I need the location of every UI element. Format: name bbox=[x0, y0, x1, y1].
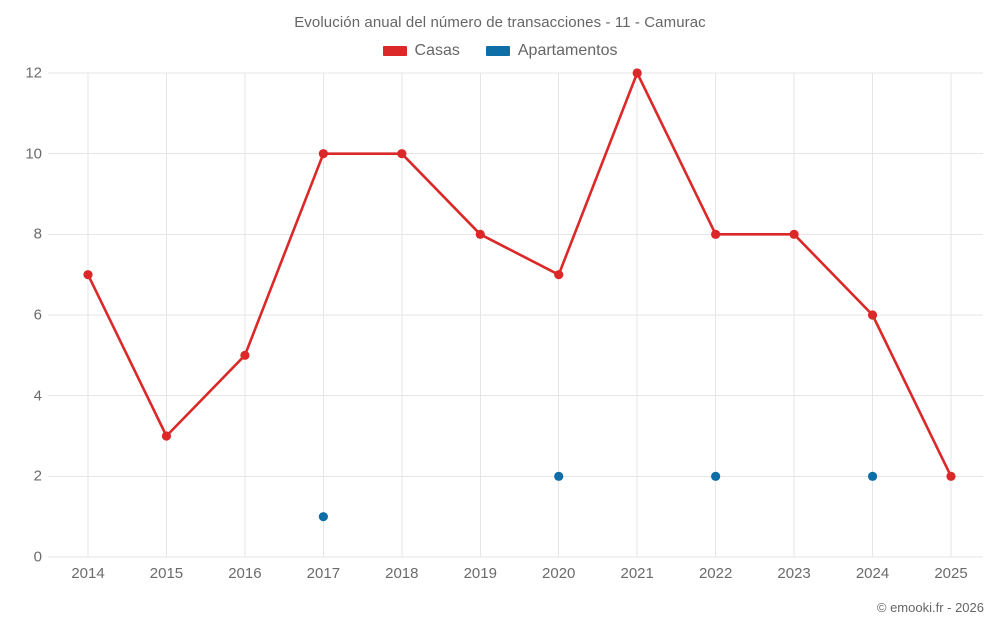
chart-title: Evolución anual del número de transaccio… bbox=[294, 14, 706, 31]
legend-item-apartamentos[interactable]: Apartamentos bbox=[485, 42, 618, 59]
data-point[interactable] bbox=[867, 310, 878, 320]
y-axis-tick-label: 12 bbox=[25, 64, 42, 82]
x-axis-tick-label: 2018 bbox=[385, 565, 419, 582]
data-point[interactable] bbox=[711, 471, 721, 481]
data-point[interactable] bbox=[318, 512, 328, 522]
legend-label: Casas bbox=[414, 42, 460, 59]
series-line-casas bbox=[86, 71, 953, 478]
x-axis-tick-label: 2020 bbox=[542, 565, 576, 582]
data-point[interactable] bbox=[318, 149, 328, 159]
y-axis-tick-label: 6 bbox=[33, 306, 42, 324]
x-axis-tick-label: 2017 bbox=[306, 565, 341, 582]
x-axis-tick-label: 2022 bbox=[698, 565, 733, 582]
data-point[interactable] bbox=[161, 431, 172, 441]
data-point[interactable] bbox=[554, 471, 564, 481]
legend-label: Apartamentos bbox=[517, 42, 618, 59]
data-point[interactable] bbox=[240, 350, 250, 360]
y-axis-tick-label: 0 bbox=[33, 548, 42, 566]
plot-area bbox=[48, 68, 983, 558]
footer-credit: © emooki.fr - 2026 bbox=[876, 600, 984, 615]
x-axis-tick-label: 2021 bbox=[620, 565, 654, 582]
series-casas bbox=[83, 68, 956, 481]
data-point[interactable] bbox=[83, 270, 93, 280]
x-axis-tick-label: 2015 bbox=[149, 565, 184, 582]
data-point[interactable] bbox=[397, 149, 407, 159]
data-point[interactable] bbox=[789, 229, 799, 239]
data-point[interactable] bbox=[711, 229, 721, 239]
x-axis-tick-label: 2014 bbox=[71, 565, 105, 582]
gridlines bbox=[48, 72, 983, 558]
data-point[interactable] bbox=[632, 68, 642, 78]
chart-legend: Casas Apartamentos bbox=[0, 43, 1000, 59]
y-axis-tick-label: 4 bbox=[33, 387, 42, 405]
legend-swatch-apartamentos bbox=[485, 46, 510, 56]
series-apartamentos bbox=[318, 471, 878, 522]
data-point[interactable] bbox=[946, 471, 956, 481]
legend-item-casas[interactable]: Casas bbox=[382, 42, 460, 59]
x-axis-tick-label: 2025 bbox=[934, 565, 968, 582]
plot-svg bbox=[48, 68, 983, 558]
data-point[interactable] bbox=[475, 229, 485, 239]
data-point[interactable] bbox=[867, 471, 878, 481]
x-axis-tick-label: 2024 bbox=[855, 565, 890, 582]
x-axis-tick-label: 2023 bbox=[777, 565, 811, 582]
y-axis-tick-labels: 0 2 4 6 8 10 12 bbox=[0, 0, 42, 625]
x-axis-tick-label: 2016 bbox=[228, 565, 262, 582]
y-axis-tick-label: 2 bbox=[33, 467, 42, 485]
y-axis-tick-label: 8 bbox=[33, 225, 42, 243]
x-axis-tick-label: 2019 bbox=[463, 565, 497, 582]
legend-swatch-casas bbox=[382, 46, 407, 56]
y-axis-tick-label: 10 bbox=[25, 145, 42, 163]
data-point[interactable] bbox=[554, 270, 564, 280]
